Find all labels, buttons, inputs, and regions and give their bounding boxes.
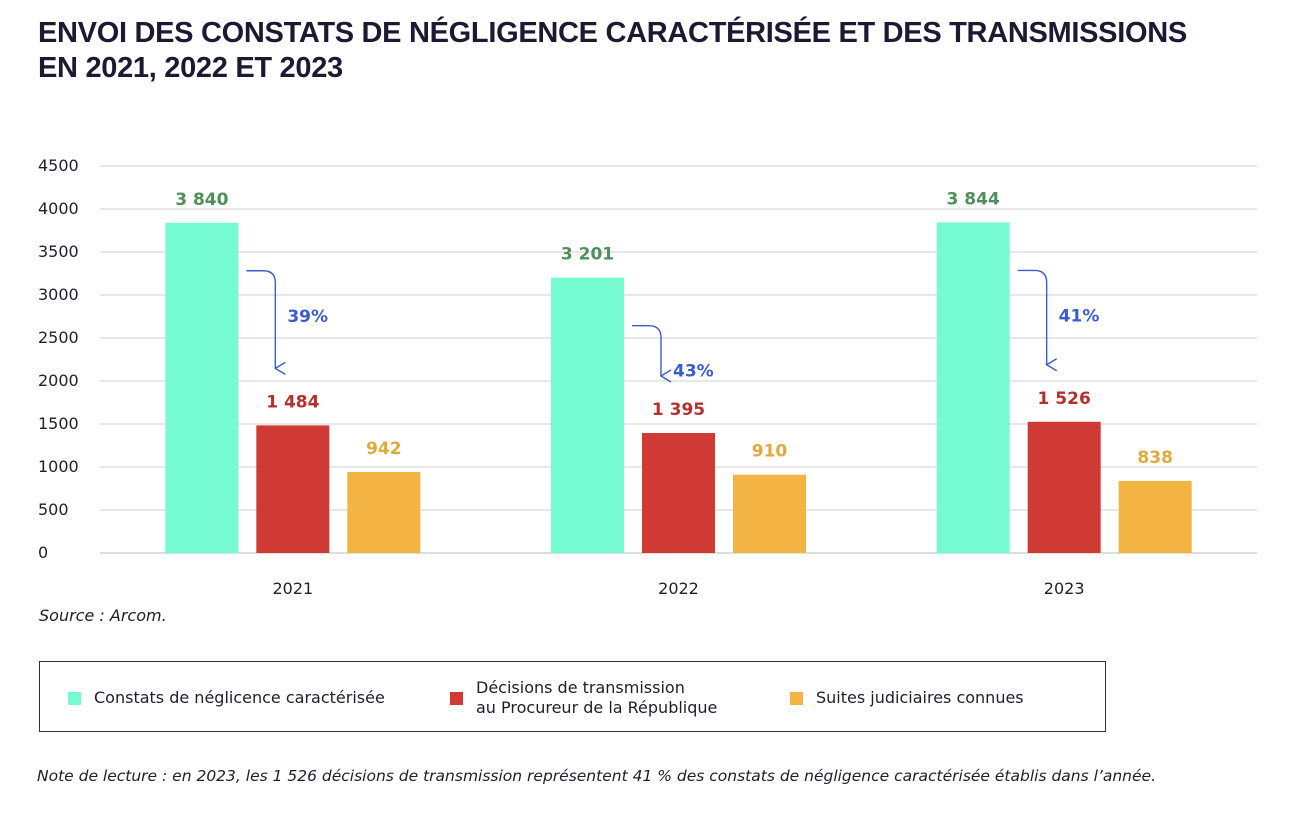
- x-tick-label: 2023: [1044, 579, 1085, 598]
- reading-note: Note de lecture : en 2023, les 1 526 déc…: [37, 767, 1157, 785]
- legend-swatch-decisions: [450, 691, 463, 705]
- legend-label-decisions-line-1: Décisions de transmission: [476, 678, 685, 697]
- legend-item-suites: Suites judiciaires connues: [790, 688, 1024, 708]
- bar: [642, 433, 715, 553]
- bar: [347, 471, 421, 553]
- bar-value-label: 3 840: [175, 190, 228, 210]
- bar-value-label: 3 844: [947, 189, 1000, 209]
- legend-item-decisions: Décisions de transmission au Procureur d…: [450, 678, 717, 718]
- bar-value-label: 942: [366, 439, 402, 459]
- legend-swatch-suites: [790, 691, 803, 705]
- bar: [1118, 480, 1192, 553]
- y-tick-label: 4500: [38, 156, 79, 175]
- bar-value-label: 1 395: [652, 400, 705, 420]
- legend-label-suites: Suites judiciaires connues: [816, 688, 1024, 707]
- ratio-annotations: 39% 43% 41%: [246, 269, 1100, 382]
- chart-title-line-1: ENVOI DES CONSTATS DE NÉGLIGENCE CARACTÉ…: [38, 17, 1187, 49]
- y-tick-label: 3500: [38, 242, 79, 261]
- legend-label-constats: Constats de néglicence caractérisée: [94, 688, 385, 707]
- bar-value-label: 910: [752, 442, 788, 462]
- bar-chart: 0 500 1000 1500 2000 2500 3000 3500 4000 4500 3 8…: [38, 156, 1257, 598]
- legend-label-decisions: Décisions de transmission au Procureur d…: [476, 678, 717, 718]
- legend: Constats de néglicence caractérisée Déci…: [39, 661, 1106, 732]
- y-tick-label: 2000: [38, 371, 79, 390]
- x-axis-ticks: 2021 2022 2023: [272, 579, 1084, 598]
- chart-title: ENVOI DES CONSTATS DE NÉGLIGENCE CARACTÉ…: [38, 16, 1258, 86]
- y-tick-label: 3000: [38, 285, 79, 304]
- data-labels: 3 840 1 484 942 3 201 1 395 910 3 844 1 526 838: [175, 189, 1173, 468]
- y-tick-label: 500: [38, 500, 69, 519]
- bars: [165, 222, 1192, 553]
- bar: [1027, 421, 1101, 553]
- x-tick-label: 2021: [272, 579, 313, 598]
- ratio-arrow: [1017, 269, 1047, 364]
- bar-value-label: 3 201: [561, 245, 614, 265]
- y-tick-label: 4000: [38, 199, 79, 218]
- legend-label-decisions-line-2: au Procureur de la République: [476, 698, 718, 717]
- x-tick-label: 2022: [658, 579, 699, 598]
- bar: [165, 222, 239, 553]
- bar: [733, 474, 806, 553]
- bar-value-label: 838: [1137, 448, 1173, 468]
- y-axis-ticks: 0 500 1000 1500 2000 2500 3000 3500 4000 4500: [38, 156, 79, 562]
- ratio-arrow: [246, 270, 275, 369]
- y-tick-label: 1500: [38, 414, 79, 433]
- ratio-label: 39%: [287, 307, 328, 327]
- source-note: Source : Arcom.: [39, 606, 167, 625]
- bar: [256, 425, 330, 553]
- chart-title-line-2: EN 2021, 2022 ET 2023: [38, 52, 343, 84]
- legend-item-constats: Constats de néglicence caractérisée: [68, 688, 385, 708]
- ratio-label: 41%: [1059, 306, 1100, 326]
- bar-value-label: 1 526: [1038, 389, 1091, 409]
- y-tick-label: 1000: [38, 457, 79, 476]
- ratio-label: 43%: [673, 362, 714, 382]
- bar-value-label: 1 484: [266, 392, 319, 412]
- legend-swatch-constats: [68, 691, 81, 705]
- bar: [551, 277, 624, 553]
- y-tick-label: 0: [38, 543, 48, 562]
- y-tick-label: 2500: [38, 328, 79, 347]
- ratio-arrow: [632, 325, 661, 376]
- bar: [936, 222, 1010, 553]
